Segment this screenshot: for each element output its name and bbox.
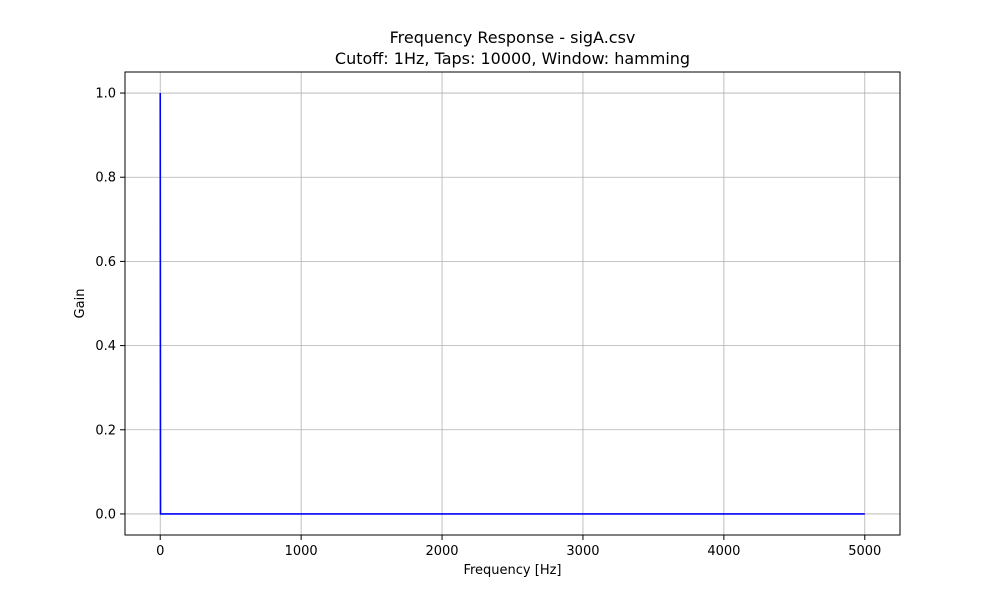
y-tick-label: 0.2 <box>95 423 116 438</box>
series-layer <box>159 93 865 515</box>
grid-lines <box>125 72 900 535</box>
y-tick-label: 0.4 <box>95 339 116 354</box>
x-tick-label: 5000 <box>848 544 881 559</box>
plot-area-frame <box>124 71 901 536</box>
x-tick-label: 4000 <box>707 544 740 559</box>
y-tick-label: 0.0 <box>95 507 116 522</box>
x-axis-label: Frequency [Hz] <box>463 563 561 578</box>
series-line <box>159 93 865 515</box>
y-tick-label: 0.6 <box>95 255 116 270</box>
y-axis-ticks: 0.0 0.2 0.4 0.6 0.8 1.0 <box>95 87 125 522</box>
x-tick-label: 0 <box>156 544 164 559</box>
x-axis-ticks: 0 1000 2000 3000 4000 5000 <box>156 535 881 559</box>
x-tick-label: 2000 <box>425 544 458 559</box>
chart-title: Frequency Response - sigA.csv <box>390 28 636 47</box>
x-tick-label: 1000 <box>285 544 318 559</box>
y-tick-label: 1.0 <box>95 87 116 102</box>
x-tick-label: 3000 <box>566 544 599 559</box>
y-axis-label: Gain <box>73 289 88 319</box>
chart-subtitle: Cutoff: 1Hz, Taps: 10000, Window: hammin… <box>335 49 690 68</box>
y-tick-label: 0.8 <box>95 171 116 186</box>
